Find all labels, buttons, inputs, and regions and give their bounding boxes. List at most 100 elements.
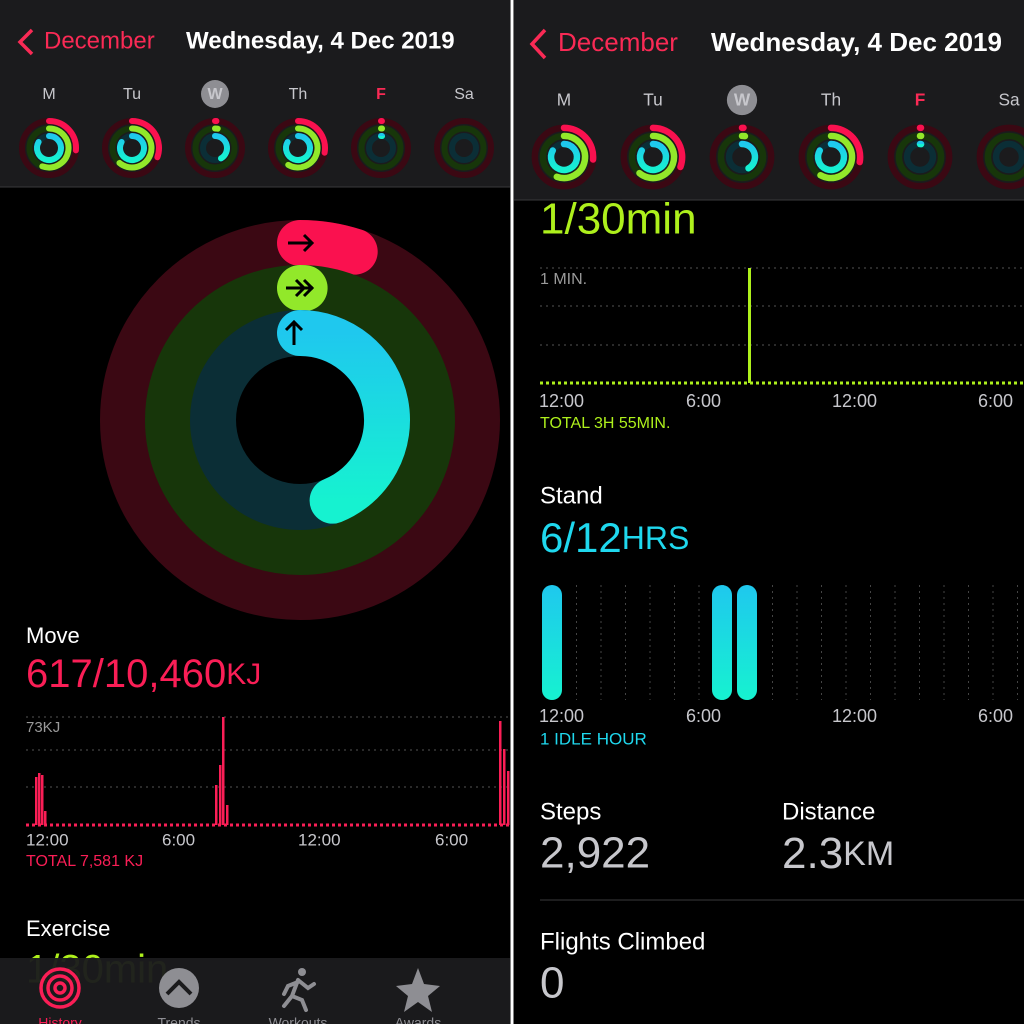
tab-label: Workouts [269, 1015, 328, 1024]
stand-bar [737, 585, 757, 700]
stand-unit: HRS [622, 520, 690, 556]
move-unit: KJ [226, 658, 261, 691]
back-chevron[interactable] [17, 28, 34, 56]
move-bar [222, 717, 225, 825]
exercise-label: Exercise [26, 916, 110, 941]
stand-bar [542, 585, 562, 700]
exercise-bar [748, 268, 751, 383]
weekday: Th [821, 90, 841, 110]
date-title: Wednesday, 4 Dec 2019 [711, 27, 1002, 57]
weekday: Tu [123, 86, 141, 103]
weekday: Sa [454, 86, 474, 103]
weekday: M [42, 86, 55, 103]
ring-arc [212, 133, 230, 162]
weekday: W [207, 86, 223, 103]
weekday: W [734, 90, 751, 110]
ring-arc [636, 140, 670, 174]
header-bg [0, 0, 510, 187]
weekday: M [557, 90, 571, 110]
ring-arc [39, 125, 72, 171]
move-bar [44, 811, 47, 825]
workouts-icon[interactable] [282, 968, 316, 1012]
distance-unit: KM [843, 835, 894, 873]
ring-arc [814, 140, 848, 174]
time-label: 12:00 [298, 830, 341, 849]
tab-label: History [38, 1015, 82, 1024]
move-bar [38, 773, 41, 825]
history-icon[interactable] [39, 967, 81, 1009]
exercise-chart: 12:00 6:00 12:00 6:00 [539, 267, 1024, 411]
weekday: Sa [998, 90, 1020, 110]
ring-arc [295, 118, 328, 156]
flights-value: 0 [540, 959, 564, 1008]
time-label: 12:00 [832, 391, 877, 411]
today-badge [201, 80, 229, 108]
ring-track [434, 118, 494, 178]
stand-number: 6/12 [540, 514, 622, 561]
today-badge [726, 84, 758, 116]
move-value: 617/10,460KJ [26, 652, 261, 696]
chart-max: 1 MIN. [540, 271, 587, 288]
distance-number: 2.3 [782, 829, 843, 878]
move-number: 617/10,460 [26, 652, 226, 696]
move-total: TOTAL 7,581 KJ [26, 853, 143, 870]
ring-arc [46, 118, 79, 154]
date-title: Wednesday, 4 Dec 2019 [186, 27, 455, 54]
distance-label: Distance [782, 798, 875, 825]
time-label: 6:00 [686, 391, 721, 411]
back-label[interactable]: December [44, 27, 155, 54]
steps-label: Steps [540, 798, 601, 825]
time-label: 6:00 [435, 830, 468, 849]
flights-label: Flights Climbed [540, 928, 705, 955]
time-label: 12:00 [539, 706, 584, 726]
ring-arc [34, 133, 64, 163]
ring-track [992, 140, 1024, 174]
trends-icon[interactable] [159, 968, 199, 1008]
weekday: F [915, 90, 926, 110]
move-bar [503, 749, 506, 825]
move-bar [226, 805, 229, 825]
ring-arc [827, 124, 864, 166]
move-bar [507, 771, 510, 825]
back-chevron[interactable] [529, 28, 547, 60]
stand-value: 6/12HRS [540, 514, 689, 561]
ring-arc [817, 132, 856, 182]
distance-value: 2.3KM [782, 829, 894, 878]
ring-arc [285, 125, 321, 171]
weekday: F [376, 86, 386, 103]
ring-arc [547, 140, 581, 174]
ring-arc [117, 133, 147, 163]
ring-arc [129, 118, 162, 161]
ring-track [984, 132, 1024, 182]
exercise-total: TOTAL 3H 55MIN. [540, 415, 670, 432]
time-label: 12:00 [832, 706, 877, 726]
stand-chart: 12:00 6:00 12:00 6:00 [539, 585, 1018, 726]
move-bar [219, 765, 222, 825]
move-label: Move [26, 623, 80, 648]
move-bar [499, 721, 502, 825]
ring-track [449, 133, 479, 163]
move-bar [41, 775, 44, 825]
right-screen: December Wednesday, 4 Dec 2019 1/30min 1… [514, 0, 1024, 1008]
time-label: 12:00 [539, 391, 584, 411]
back-label[interactable]: December [558, 27, 678, 57]
ring-arc [738, 140, 759, 172]
time-label: 6:00 [686, 706, 721, 726]
idle-hours: 1 IDLE HOUR [540, 729, 647, 748]
chart-max: 73KJ [26, 719, 60, 736]
tab-label: Trends [157, 1015, 200, 1024]
ring-arc [277, 310, 410, 524]
move-bar [35, 777, 38, 825]
ring-arrow [288, 233, 315, 253]
ring-arc [116, 125, 155, 171]
tab-label: Awards [395, 1015, 441, 1024]
time-label: 6:00 [978, 391, 1013, 411]
steps-value: 2,922 [540, 829, 650, 878]
tabs: History Trends Workouts Awards [38, 967, 441, 1024]
ring-track [976, 124, 1024, 190]
awards-icon[interactable] [396, 968, 440, 1012]
ring-arc [553, 132, 589, 182]
exercise-value: 1/30min [540, 195, 697, 244]
ring-arc [560, 124, 597, 163]
